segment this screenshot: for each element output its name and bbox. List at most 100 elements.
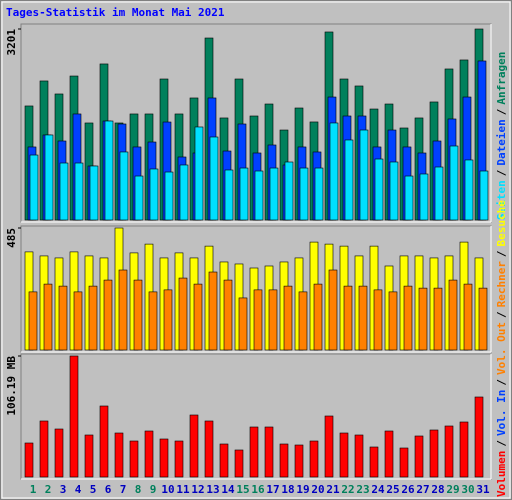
x-tick-label: 9 xyxy=(150,483,157,496)
bar xyxy=(474,396,484,478)
bar xyxy=(399,447,409,478)
legend-separator: / xyxy=(495,108,508,115)
bar xyxy=(208,271,218,351)
bar xyxy=(283,285,293,351)
bar xyxy=(459,421,469,478)
x-tick-label: 30 xyxy=(461,483,474,496)
bar xyxy=(294,444,304,478)
x-tick-label: 8 xyxy=(135,483,142,496)
x-tick-label: 23 xyxy=(356,483,369,496)
bar xyxy=(148,291,158,351)
bar xyxy=(354,434,364,478)
bar xyxy=(403,285,413,351)
bar xyxy=(129,440,139,478)
legend-item: Besuche xyxy=(495,200,508,247)
x-tick-label: 20 xyxy=(311,483,324,496)
x-tick-label: 18 xyxy=(281,483,294,496)
legend-item: Dateien xyxy=(495,119,508,165)
bar xyxy=(209,136,219,221)
bar xyxy=(58,285,68,351)
legend-item: Vol. Out xyxy=(495,322,508,375)
legend: Seiten / Dateien / Anfragen xyxy=(495,52,508,220)
bar xyxy=(189,414,199,478)
x-tick-label: 12 xyxy=(191,483,204,496)
bar xyxy=(29,154,39,221)
bar xyxy=(219,443,229,478)
bar xyxy=(179,164,189,221)
bar xyxy=(418,287,428,351)
bar xyxy=(404,175,414,221)
x-tick-label: 4 xyxy=(75,483,82,496)
bar xyxy=(89,165,99,221)
x-tick-label: 21 xyxy=(326,483,340,496)
bar xyxy=(39,420,49,478)
legend-separator: / xyxy=(495,250,508,257)
bar xyxy=(103,279,113,351)
bar xyxy=(463,283,473,351)
bar xyxy=(344,139,354,221)
bar xyxy=(343,285,353,351)
bar xyxy=(174,440,184,478)
bar xyxy=(119,151,129,221)
bar xyxy=(269,167,279,221)
x-tick-label: 26 xyxy=(401,483,415,496)
bar xyxy=(238,297,248,351)
legend-item: Vol. In xyxy=(495,390,508,436)
bar xyxy=(224,169,234,221)
x-tick-label: 17 xyxy=(266,483,279,496)
x-tick-label: 3 xyxy=(60,483,67,496)
bar xyxy=(24,442,34,478)
bar xyxy=(193,283,203,351)
bar xyxy=(429,429,439,478)
bar xyxy=(374,158,384,221)
bar xyxy=(253,289,263,351)
x-tick-label: 24 xyxy=(371,483,385,496)
bar xyxy=(464,159,474,221)
x-tick-label: 19 xyxy=(296,483,309,496)
bar xyxy=(359,129,369,221)
x-tick-label: 7 xyxy=(120,483,127,496)
bar xyxy=(309,440,319,478)
bar xyxy=(134,175,144,221)
bar xyxy=(298,291,308,351)
x-tick-label: 28 xyxy=(431,483,444,496)
y-tick-label: 485 xyxy=(5,228,18,248)
bar xyxy=(69,355,79,478)
legend-separator: / xyxy=(495,440,508,447)
x-tick-label: 11 xyxy=(176,483,190,496)
bar xyxy=(358,285,368,351)
bar xyxy=(104,120,114,221)
x-tick-label: 31 xyxy=(476,483,490,496)
bar xyxy=(478,287,488,351)
bar xyxy=(384,430,394,478)
bar xyxy=(54,428,64,478)
bar xyxy=(194,126,204,221)
x-tick-label: 5 xyxy=(90,483,97,496)
bar xyxy=(84,434,94,478)
x-tick-label: 25 xyxy=(386,483,399,496)
bar xyxy=(73,291,83,351)
bar xyxy=(204,420,214,478)
x-tick-label: 22 xyxy=(341,483,354,496)
bar xyxy=(118,269,128,351)
bar xyxy=(28,291,38,351)
bar xyxy=(284,161,294,221)
bar xyxy=(159,438,169,478)
bar xyxy=(178,277,188,351)
bar xyxy=(373,289,383,351)
bar xyxy=(264,426,274,478)
chart-title: Tages-Statistik im Monat Mai 2021 xyxy=(6,6,225,19)
bar xyxy=(44,134,54,221)
x-tick-label: 2 xyxy=(45,483,52,496)
legend-item: Anfragen xyxy=(495,52,508,105)
x-tick-label: 13 xyxy=(206,483,219,496)
legend-item: Rechner xyxy=(495,261,508,308)
bar xyxy=(328,269,338,351)
legend: Volumen / Vol. In / Vol. Out / Rechner / Besuche xyxy=(495,200,508,497)
bar xyxy=(314,167,324,221)
bar xyxy=(434,166,444,221)
x-tick-label: 15 xyxy=(236,483,249,496)
bar xyxy=(419,173,429,221)
bar xyxy=(444,425,454,478)
